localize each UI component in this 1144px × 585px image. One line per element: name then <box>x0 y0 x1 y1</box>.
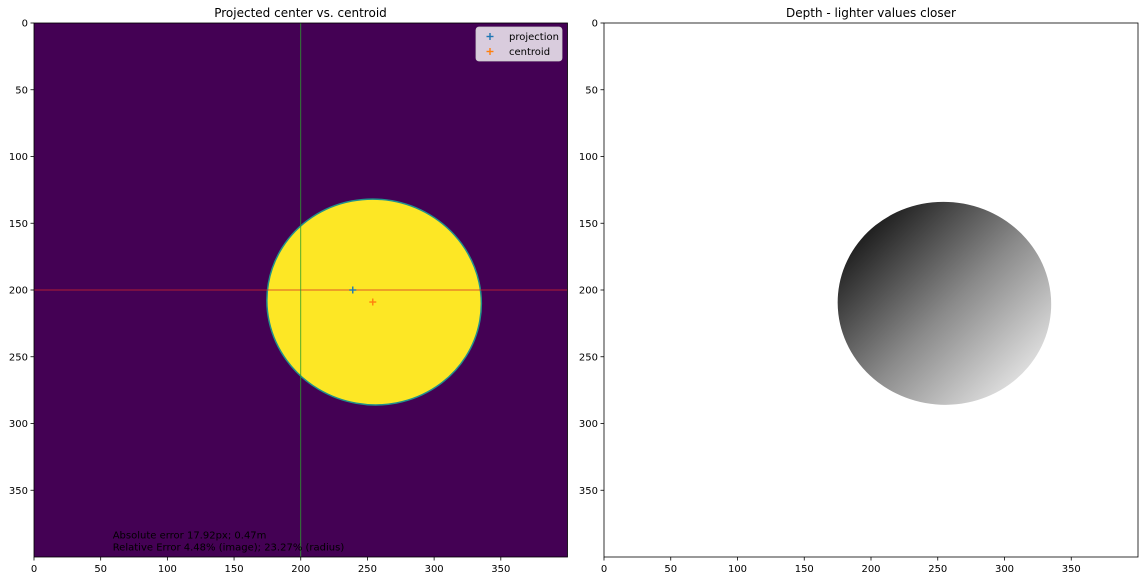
left-panel: Projected center vs. centroid projection… <box>9 6 568 575</box>
legend-box <box>475 26 563 62</box>
legend-projection-marker <box>486 33 494 40</box>
right-y-tick-label: 150 <box>579 219 598 230</box>
left-x-tick-label: 150 <box>225 564 244 575</box>
left-x-tick-label: 0 <box>31 564 37 575</box>
right-x-tick-label: 200 <box>861 564 880 575</box>
right-y-tick-label: 350 <box>579 486 598 497</box>
centroid-marker <box>369 298 377 306</box>
depth-region <box>837 201 1052 405</box>
absolute-error-annotation: Absolute error 17.92px; 0.47m <box>113 530 267 541</box>
right-x-tick-label: 300 <box>995 564 1014 575</box>
left-y-tick-label: 150 <box>9 219 28 230</box>
right-y-tick-label: 50 <box>585 85 598 96</box>
left-y-axis: 0 50 100 150 200 250 300 350 <box>9 19 34 497</box>
right-x-tick-label: 100 <box>728 564 747 575</box>
legend: projection centroid <box>475 26 563 62</box>
right-x-tick-label: 150 <box>795 564 814 575</box>
right-y-tick-label: 100 <box>579 152 598 163</box>
left-x-tick-label: 350 <box>491 564 510 575</box>
right-y-tick-label: 300 <box>579 419 598 430</box>
legend-label-centroid: centroid <box>509 47 550 58</box>
legend-label-projection: projection <box>509 32 559 43</box>
left-x-tick-label: 100 <box>158 564 177 575</box>
left-x-tick-label: 300 <box>425 564 444 575</box>
left-y-tick-label: 50 <box>15 85 28 96</box>
right-panel-title: Depth - lighter values closer <box>786 6 956 20</box>
right-y-tick-label: 200 <box>579 286 598 297</box>
left-y-tick-label: 350 <box>9 486 28 497</box>
left-panel-title: Projected center vs. centroid <box>214 6 387 20</box>
right-x-axis: 0 50 100 150 200 250 300 350 <box>601 557 1081 575</box>
left-y-tick-label: 300 <box>9 419 28 430</box>
right-panel: Depth - lighter values closer 0 50 100 150 2… <box>579 6 1139 575</box>
left-x-tick-label: 50 <box>94 564 107 575</box>
left-y-tick-label: 200 <box>9 286 28 297</box>
left-y-tick-label: 250 <box>9 352 28 363</box>
right-x-tick-label: 0 <box>601 564 607 575</box>
left-y-tick-label: 0 <box>22 19 28 30</box>
right-x-tick-label: 50 <box>664 564 677 575</box>
left-x-tick-label: 250 <box>358 564 377 575</box>
right-x-tick-label: 250 <box>928 564 947 575</box>
left-x-axis: 0 50 100 150 200 250 300 350 <box>31 557 510 575</box>
left-x-tick-label: 200 <box>291 564 310 575</box>
right-y-tick-label: 0 <box>592 19 598 30</box>
right-x-tick-label: 350 <box>1062 564 1081 575</box>
projection-marker <box>349 286 357 294</box>
right-y-tick-label: 250 <box>579 352 598 363</box>
right-y-axis: 0 50 100 150 200 250 300 350 <box>579 19 604 497</box>
relative-error-annotation: Relative Error 4.48% (image); 23.27% (ra… <box>113 542 345 553</box>
legend-centroid-marker <box>486 48 494 55</box>
left-y-tick-label: 100 <box>9 152 28 163</box>
